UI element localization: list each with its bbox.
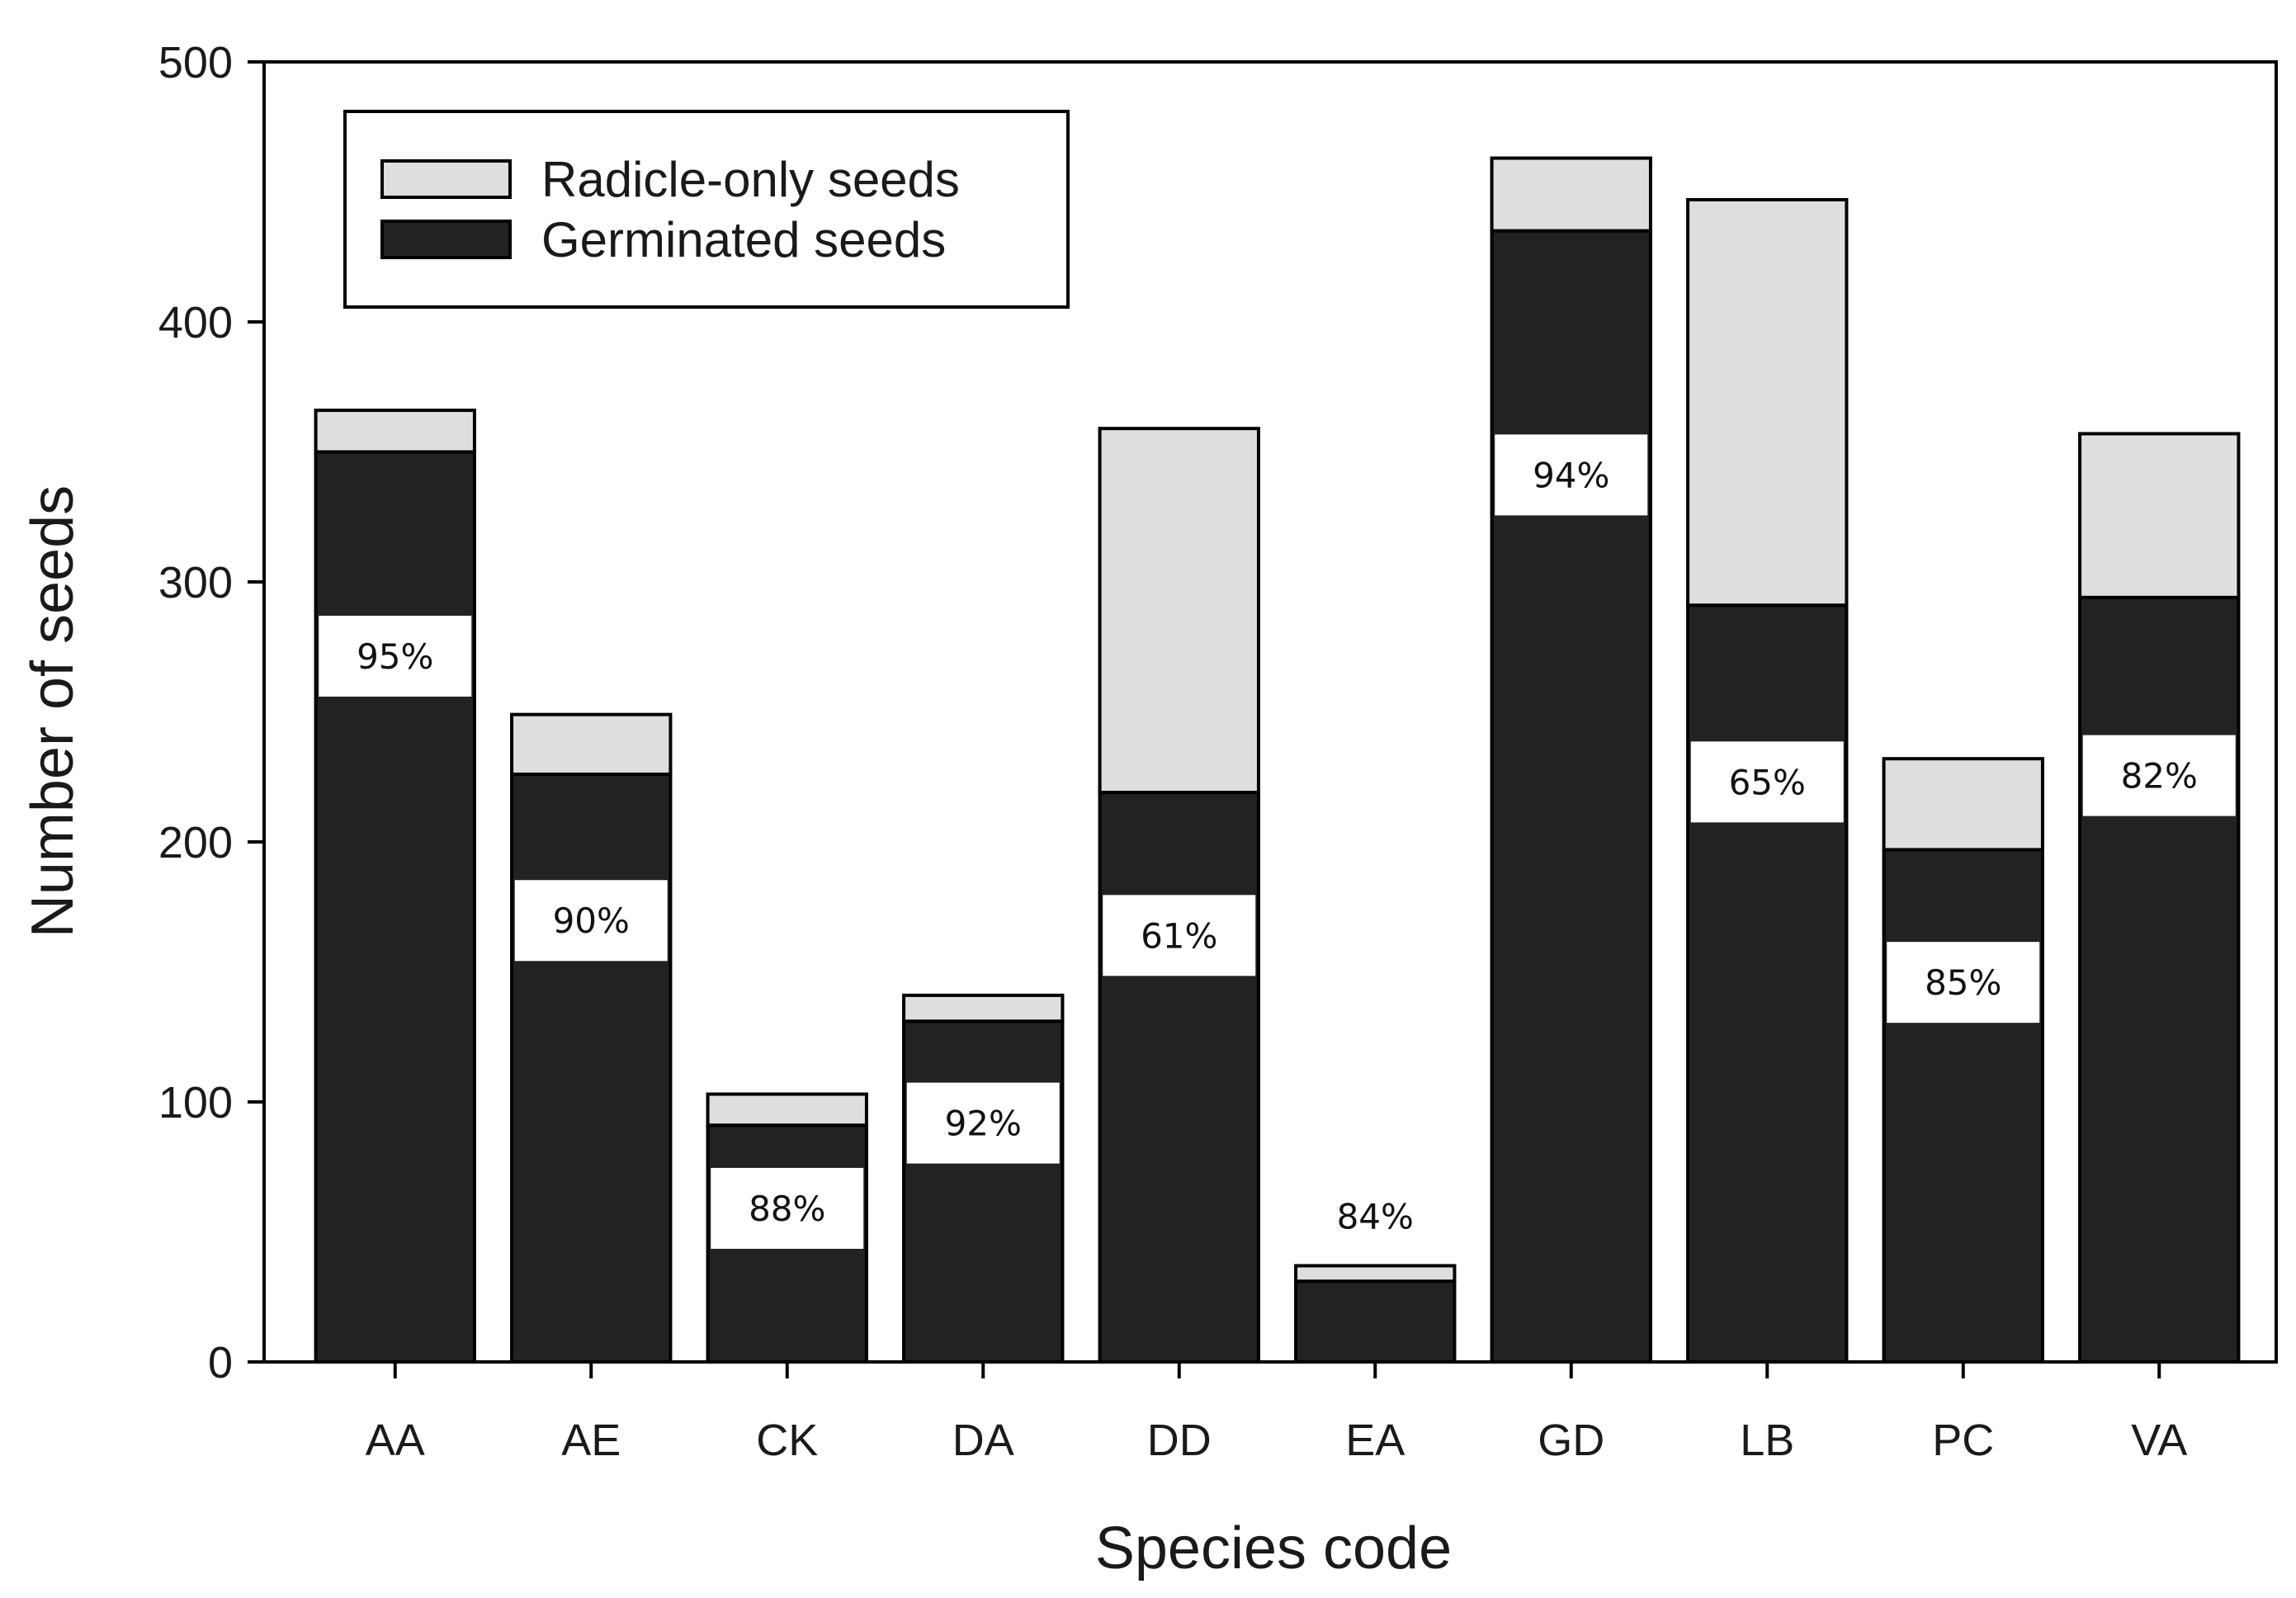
bar-radicle-pc — [1882, 757, 2044, 852]
pct-label: 94% — [1533, 455, 1609, 495]
x-tick-label: PC — [1932, 1416, 1994, 1465]
pct-label-box — [1690, 741, 1844, 823]
pct-label-box — [514, 880, 668, 962]
pct-label: 95% — [357, 636, 433, 677]
pct-label-box — [906, 1082, 1060, 1164]
legend-swatch — [380, 220, 512, 259]
legend-label: Germinated seeds — [541, 212, 946, 267]
pct-label: 90% — [553, 901, 630, 941]
bar-radicle-ck — [706, 1092, 868, 1128]
pct-label-box — [711, 1167, 864, 1249]
pct-label: 82% — [2121, 756, 2198, 797]
bar-germinated-ae — [510, 773, 673, 1364]
x-tick-label: VA — [2131, 1416, 2187, 1465]
y-axis-title: Number of seeds — [20, 485, 86, 938]
y-tick-label: 100 — [158, 1078, 233, 1128]
bar-radicle-aa — [314, 409, 476, 454]
x-tick-label: AE — [561, 1416, 621, 1465]
bar-radicle-lb — [1686, 197, 1849, 608]
bar-radicle-dd — [1098, 427, 1260, 795]
legend-label: Radicle-only seeds — [541, 152, 960, 207]
bar-radicle-ea — [1294, 1264, 1457, 1284]
y-tick-label: 200 — [158, 818, 233, 868]
bar-germinated-gd — [1490, 229, 1652, 1364]
pct-label-box — [1887, 942, 2040, 1024]
x-tick-label: LB — [1740, 1416, 1794, 1465]
bar-radicle-ae — [510, 712, 673, 777]
bar-radicle-va — [2078, 432, 2241, 599]
bar-radicle-da — [902, 993, 1065, 1024]
x-tick-label: CK — [756, 1416, 818, 1465]
x-tick-label: EA — [1345, 1416, 1405, 1465]
bar-germinated-lb — [1686, 603, 1849, 1364]
pct-label: 85% — [1925, 962, 2001, 1003]
bar-germinated-da — [902, 1019, 1065, 1364]
plot-frame — [262, 60, 2278, 1364]
bar-radicle-gd — [1490, 156, 1652, 233]
y-tick-label: 500 — [158, 38, 233, 87]
pct-label: 84% — [1337, 1196, 1414, 1236]
x-tick-label: AA — [366, 1416, 425, 1465]
legend-swatch — [380, 159, 512, 199]
pct-label-box — [2082, 735, 2236, 816]
x-tick-label: DA — [952, 1416, 1014, 1465]
bar-germinated-ea — [1294, 1279, 1457, 1364]
x-tick-label: GD — [1538, 1416, 1604, 1465]
pct-label-box — [1103, 895, 1256, 976]
pct-label-box — [1495, 434, 1648, 516]
pct-label-box — [319, 615, 472, 697]
bar-germinated-pc — [1882, 848, 2044, 1364]
y-axis: 0 100 200 300 400 500 — [158, 38, 264, 1388]
x-axis-title: Species code — [1095, 1515, 1452, 1581]
x-tick-label: DD — [1147, 1416, 1212, 1465]
pct-label: 61% — [1141, 915, 1217, 956]
y-tick-label: 300 — [158, 558, 233, 608]
bar-germinated-dd — [1098, 791, 1260, 1364]
x-axis: AA AE CK DA DD EA GD LB PC VA — [366, 1362, 2187, 1465]
pct-label: 65% — [1729, 762, 1806, 802]
bars: 95% 90% 88% 92% 61% 84% 94% 65% 85% 82% — [314, 156, 2241, 1364]
pct-label: 92% — [945, 1104, 1022, 1144]
y-tick-label: 0 — [208, 1338, 233, 1388]
bar-germinated-aa — [314, 450, 476, 1364]
bar-germinated-va — [2078, 595, 2241, 1364]
y-tick-label: 400 — [158, 298, 233, 347]
pct-label: 88% — [749, 1189, 825, 1229]
legend-box — [343, 110, 1070, 309]
